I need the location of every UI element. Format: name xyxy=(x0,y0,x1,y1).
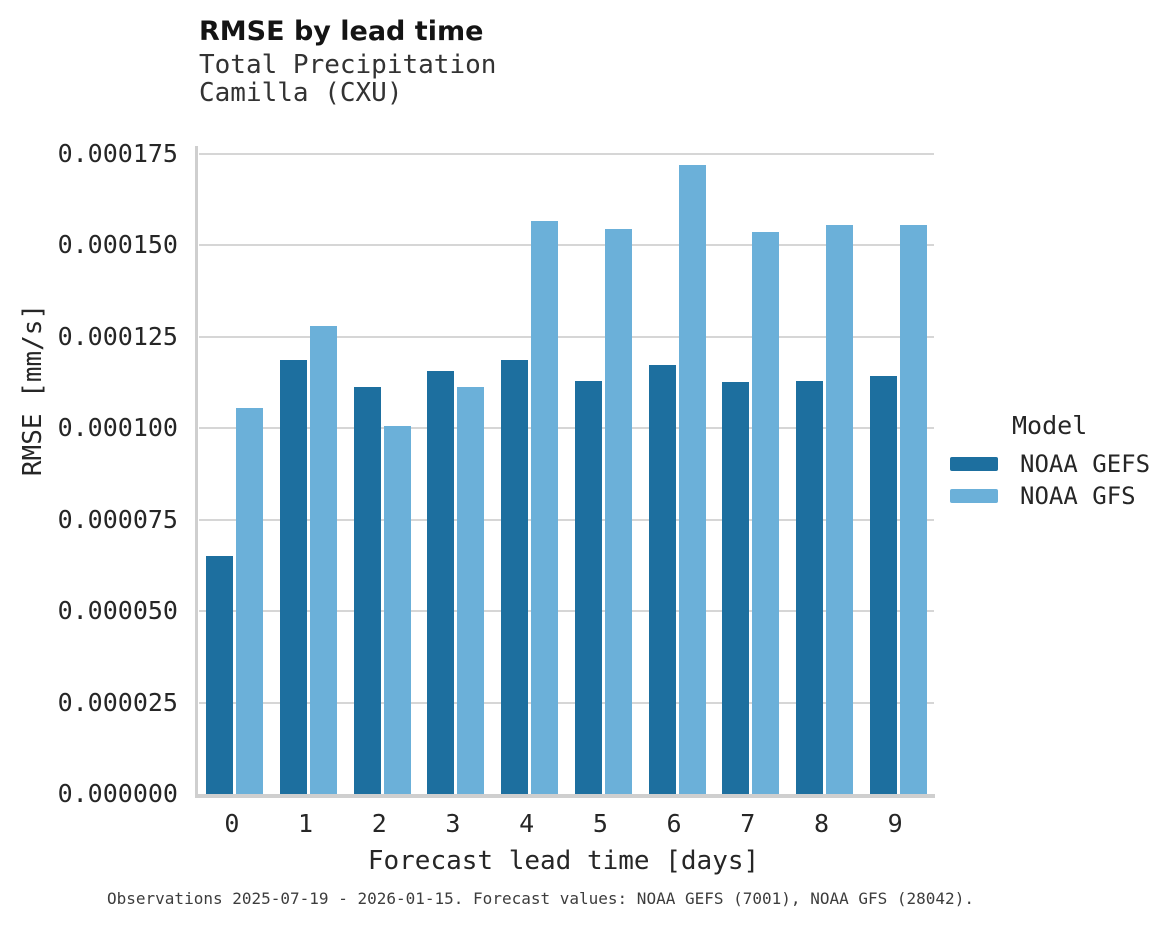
bar-group-2 xyxy=(345,146,419,794)
bar-groups xyxy=(198,146,935,794)
bar-noaa-gefs-5 xyxy=(574,381,602,794)
bar-noaa-gefs-0 xyxy=(206,556,234,794)
y-tick-label: 0.000000 xyxy=(57,779,178,808)
x-axis-title: Forecast lead time [days] xyxy=(367,846,760,876)
legend-swatch-icon xyxy=(950,489,998,503)
gridline xyxy=(199,518,934,521)
legend: Model NOAA GEFS NOAA GFS xyxy=(950,413,1150,512)
legend-label: NOAA GFS xyxy=(1020,482,1136,510)
x-tick-label-0: 0 xyxy=(224,809,240,838)
bar-noaa-gefs-2 xyxy=(353,387,381,794)
bar-noaa-gfs-4 xyxy=(531,220,559,794)
gridline xyxy=(199,335,934,338)
legend-label: NOAA GEFS xyxy=(1020,450,1151,478)
bar-noaa-gfs-5 xyxy=(604,228,632,794)
gridline xyxy=(199,610,934,613)
bar-group-4 xyxy=(493,146,567,794)
bar-group-3 xyxy=(419,146,493,794)
x-tick-label-5: 5 xyxy=(592,809,608,838)
bar-noaa-gfs-9 xyxy=(899,225,927,794)
bar-noaa-gfs-8 xyxy=(825,225,853,794)
legend-item: NOAA GEFS xyxy=(950,448,1150,480)
x-tick-label-7: 7 xyxy=(740,809,756,838)
bar-noaa-gefs-9 xyxy=(869,375,897,794)
x-tick-labels: 0 1 2 3 4 5 6 7 8 9 xyxy=(195,810,932,842)
bar-noaa-gfs-0 xyxy=(236,407,264,794)
x-tick-label-2: 2 xyxy=(371,809,387,838)
caption: Observations 2025-07-19 - 2026-01-15. Fo… xyxy=(107,889,974,908)
gridline xyxy=(199,153,934,156)
bar-noaa-gfs-1 xyxy=(310,325,338,794)
x-tick-label-9: 9 xyxy=(887,809,903,838)
gridline xyxy=(199,244,934,247)
legend-title: Model xyxy=(1012,411,1088,440)
x-tick-label-8: 8 xyxy=(813,809,829,838)
bar-noaa-gefs-7 xyxy=(722,381,750,794)
chart-subtitle: Total Precipitation Camilla (CXU) xyxy=(199,51,496,107)
bar-group-7 xyxy=(714,146,788,794)
gridline xyxy=(199,701,934,704)
bar-noaa-gefs-8 xyxy=(795,380,823,794)
bar-noaa-gefs-4 xyxy=(501,360,529,794)
plot-area xyxy=(195,146,935,798)
bar-group-6 xyxy=(640,146,714,794)
gridline xyxy=(199,427,934,430)
bar-noaa-gfs-3 xyxy=(457,386,485,794)
y-tick-label: 0.000025 xyxy=(57,687,178,717)
legend-swatch-icon xyxy=(950,457,998,471)
x-tick-label-6: 6 xyxy=(666,809,682,838)
x-tick-label-1: 1 xyxy=(298,809,314,838)
bar-noaa-gfs-6 xyxy=(678,164,706,794)
y-tick-label: 0.000100 xyxy=(57,413,178,443)
bar-group-1 xyxy=(272,146,346,794)
bar-group-0 xyxy=(198,146,272,794)
bar-noaa-gfs-7 xyxy=(752,231,780,794)
y-tick-label: 0.000150 xyxy=(57,230,178,260)
subtitle-line-2: Camilla (CXU) xyxy=(199,78,403,108)
bar-group-5 xyxy=(567,146,641,794)
y-tick-label: 0.000175 xyxy=(57,139,178,169)
subtitle-line-1: Total Precipitation xyxy=(199,50,497,80)
legend-item: NOAA GFS xyxy=(950,480,1150,512)
legend-rows: NOAA GEFS NOAA GFS xyxy=(950,448,1150,512)
x-tick-label-3: 3 xyxy=(445,809,461,838)
y-tick-label: 0.000125 xyxy=(57,321,178,351)
y-tick-label: 0.000050 xyxy=(57,596,178,626)
bar-group-9 xyxy=(861,146,935,794)
bar-noaa-gefs-6 xyxy=(648,365,676,794)
bar-noaa-gefs-1 xyxy=(280,360,308,794)
bar-noaa-gefs-3 xyxy=(427,371,455,794)
bar-group-8 xyxy=(788,146,862,794)
bar-noaa-gfs-2 xyxy=(383,425,411,794)
x-tick-label-4: 4 xyxy=(519,809,535,838)
y-tick-label: 0.000075 xyxy=(57,504,178,534)
chart-title: RMSE by lead time xyxy=(199,16,484,47)
